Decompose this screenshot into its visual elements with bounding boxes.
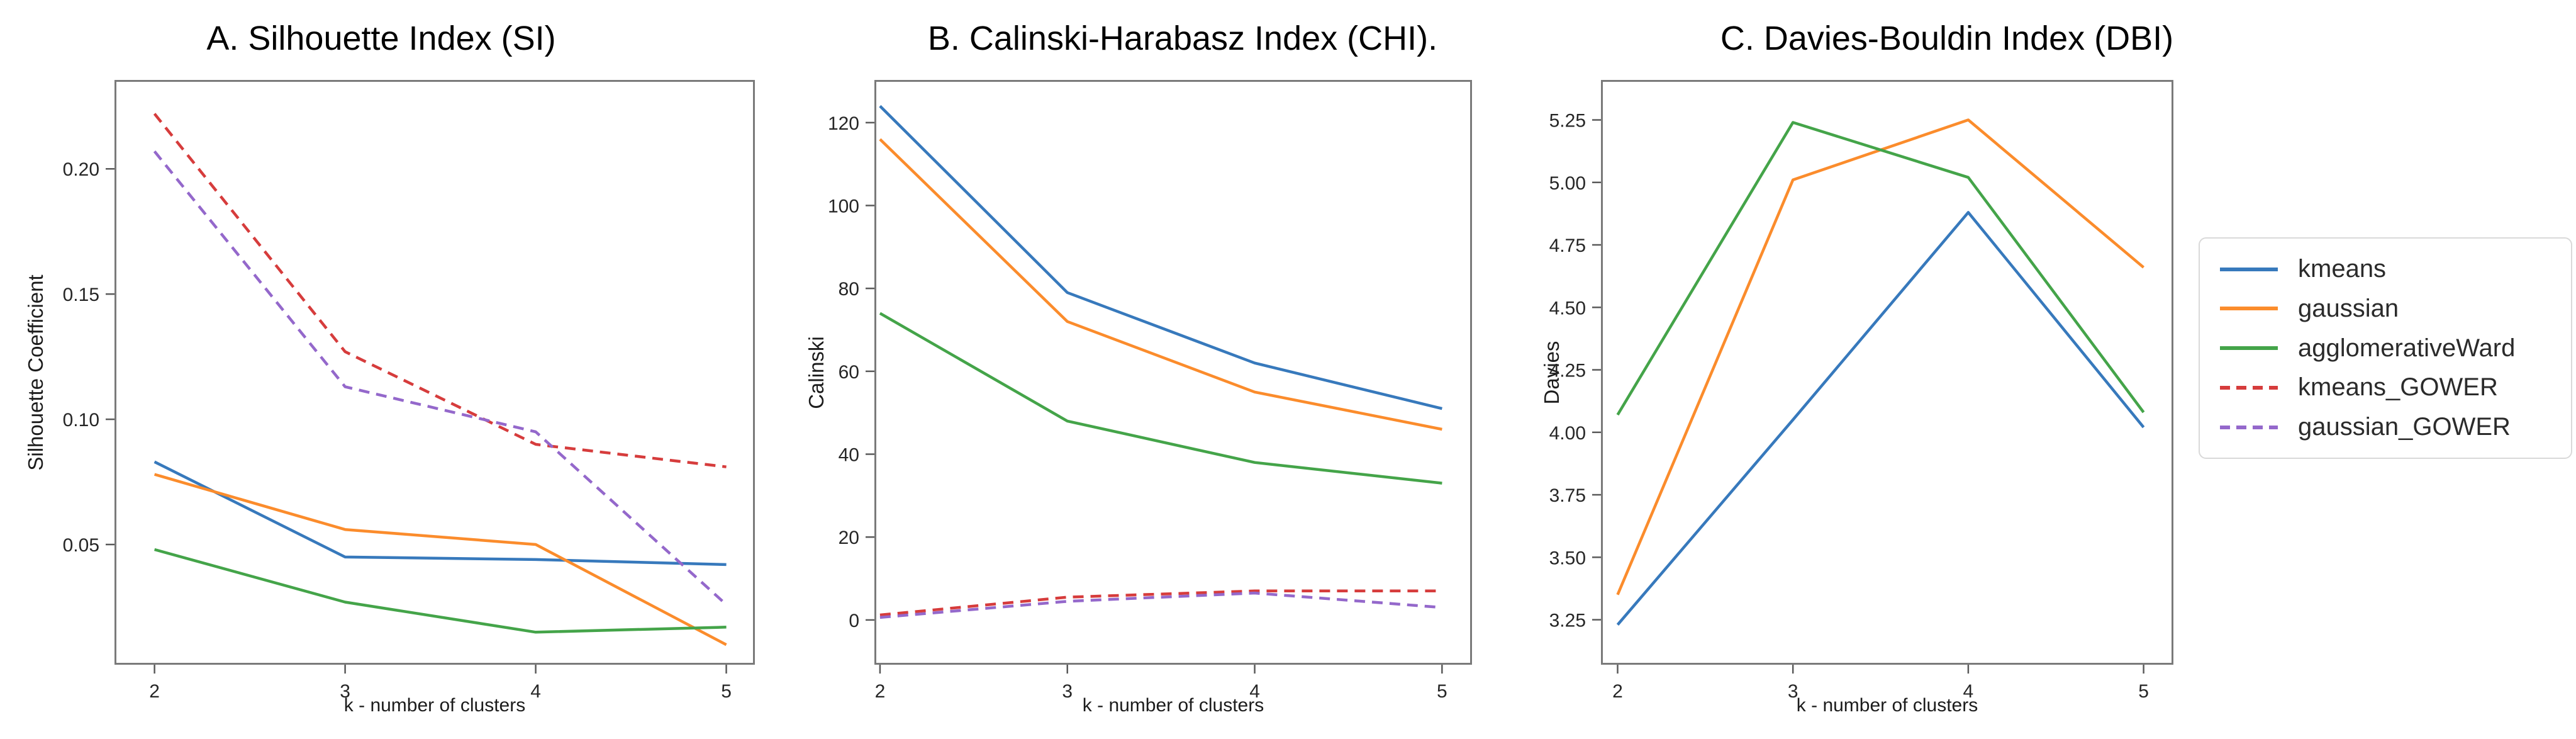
series-line-kmeans	[153, 460, 727, 567]
x-tick-label: 4	[530, 681, 541, 702]
y-tick-label: 60	[839, 362, 859, 383]
y-tick-label: 4.50	[1549, 298, 1586, 319]
x-tick-label: 2	[875, 681, 886, 702]
y-tick-label: 0.10	[63, 410, 99, 431]
x-tick-label: 3	[1062, 681, 1073, 702]
y-tick-label: 20	[839, 527, 859, 548]
chart-c-x-axis-label: k - number of clusters	[1796, 695, 1978, 716]
x-tick-label: 4	[1963, 681, 1974, 702]
legend-label: gaussian	[2298, 294, 2399, 322]
series-line-kmeans	[1616, 211, 2145, 626]
y-tick-label: 5.00	[1549, 173, 1586, 194]
series-line-kmeans_GOWER	[879, 589, 1442, 617]
y-tick-label: 3.75	[1549, 485, 1586, 506]
legend-item-gaussian_GOWER: gaussian_GOWER	[2219, 413, 2552, 441]
chart-a-y-axis-label: Silhouette Coefficient	[24, 274, 47, 471]
series-line-gaussian	[153, 473, 727, 646]
y-tick-label: 3.50	[1549, 548, 1586, 568]
x-tick-label: 4	[1249, 681, 1260, 702]
chart-b-title: B. Calinski-Harabasz Index (CHI).	[927, 20, 1438, 57]
chart-c-plot-area: 3.25 3.50 3.75 4.00 4.25 4.50 4.75 5.00 5.25 2 3 4 5	[1549, 80, 2173, 702]
series-line-gaussian_GOWER	[879, 591, 1442, 619]
legend-line-swatch-kmeans_GOWER	[2220, 385, 2278, 390]
y-tick-label: 0.20	[63, 159, 99, 180]
chart-b-y-axis-label: Calinski	[805, 336, 828, 409]
y-tick-label: 0	[849, 611, 859, 631]
x-tick-label: 3	[340, 681, 350, 702]
legend-item-gaussian: gaussian	[2219, 295, 2552, 323]
x-tick-label: 2	[1612, 681, 1623, 702]
axes-frame	[114, 80, 755, 665]
chart-b-plot-area: 0 20 40 60 80 100 120 2 3 4 5	[828, 80, 1472, 702]
series-line-gaussian	[1616, 118, 2145, 595]
y-tick-label: 4.00	[1549, 423, 1586, 444]
legend-item-kmeans_GOWER: kmeans_GOWER	[2219, 373, 2552, 402]
legend-label: gaussian_GOWER	[2298, 413, 2511, 441]
y-tick-label: 100	[828, 196, 859, 217]
series-line-kmeans_GOWER	[153, 113, 727, 468]
axes-frame	[874, 80, 1472, 665]
x-tick-label: 5	[721, 681, 732, 702]
legend-line-swatch-agglomerativeWard	[2220, 346, 2278, 350]
series-line-agglomerativeWard	[154, 548, 727, 634]
legend-label: kmeans_GOWER	[2298, 373, 2498, 402]
chart-a-title: A. Silhouette Index (SI)	[206, 20, 556, 57]
legend-label: agglomerativeWard	[2298, 334, 2516, 362]
series-line-gaussian_GOWER	[153, 150, 728, 606]
y-tick-label: 40	[839, 445, 859, 466]
series-line-agglomerativeWard	[1616, 121, 2145, 416]
axes-frame	[1601, 80, 2173, 665]
y-tick-label: 3.25	[1549, 611, 1586, 631]
chart-c-title: C. Davies-Bouldin Index (DBI)	[1720, 20, 2174, 57]
y-tick-label: 80	[839, 279, 859, 300]
x-tick-label: 5	[1437, 681, 1447, 702]
y-tick-label: 4.75	[1549, 235, 1586, 256]
legend: kmeans gaussian agglomerativeWard kmeans_GO…	[2199, 237, 2572, 459]
legend-item-kmeans: kmeans	[2219, 255, 2552, 283]
legend-label: kmeans	[2298, 255, 2387, 283]
y-tick-label: 0.15	[63, 285, 99, 305]
chart-a-plot-area: 0.05 0.10 0.15 0.20 2 3 4 5	[63, 80, 755, 702]
x-tick-label: 2	[149, 681, 160, 702]
legend-line-swatch-gaussian_GOWER	[2220, 425, 2278, 429]
legend-line-swatch-gaussian	[2220, 307, 2278, 311]
y-tick-label: 120	[828, 113, 859, 134]
legend-line-swatch-kmeans	[2220, 267, 2278, 271]
series-line-kmeans	[879, 104, 1442, 410]
chart-b-x-axis-label: k - number of clusters	[1082, 695, 1264, 716]
y-tick-label: 0.05	[63, 535, 99, 556]
series-line-agglomerativeWard	[879, 312, 1442, 485]
x-tick-label: 5	[2138, 681, 2149, 702]
x-tick-label: 3	[1788, 681, 1798, 702]
series-line-gaussian	[879, 138, 1442, 431]
y-tick-label: 4.25	[1549, 361, 1586, 381]
legend-item-agglomerativeWard: agglomerativeWard	[2219, 334, 2552, 363]
y-tick-label: 5.25	[1549, 111, 1586, 132]
chart-a-x-axis-label: k - number of clusters	[343, 695, 526, 716]
